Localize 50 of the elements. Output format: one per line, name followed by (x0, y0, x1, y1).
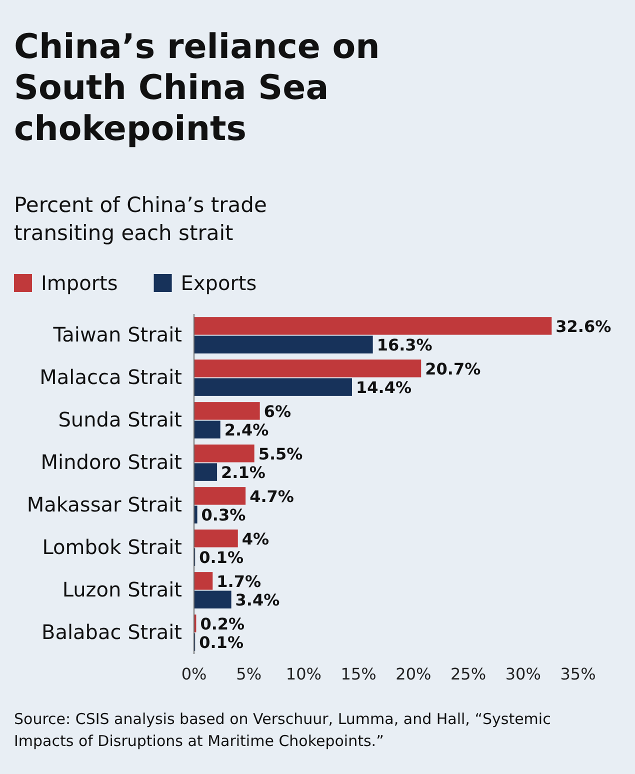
legend-label: Exports (180, 271, 257, 295)
y-tick-label: Sunda Strait (58, 408, 182, 432)
data-label: 4% (242, 529, 270, 548)
bar (194, 402, 260, 420)
data-label: 5.5% (258, 444, 303, 464)
bar (194, 487, 246, 505)
bar (194, 360, 422, 378)
bar (194, 506, 198, 524)
data-label: 32.6% (556, 316, 612, 336)
x-tick-label: 0% (181, 664, 207, 684)
data-label: 0.3% (201, 506, 246, 525)
data-label: 0.1% (199, 633, 244, 652)
chart-subtitle: Percent of China’s trade transiting each strait (14, 193, 267, 245)
chart-title: China’s reliance on South China Sea chokepoints (14, 27, 380, 149)
data-label: 3.4% (235, 590, 280, 610)
data-label: 0.1% (199, 548, 244, 568)
data-label: 6% (264, 402, 291, 421)
y-tick-label: Balabac Strait (41, 620, 182, 644)
bar (194, 590, 232, 608)
y-tick-label: Makassar Strait (26, 492, 182, 517)
data-label: 14.4% (356, 378, 412, 398)
x-tick-label: 25% (450, 664, 486, 684)
data-label: 2.1% (221, 463, 266, 482)
y-tick-label: Lombok Strait (42, 535, 182, 560)
bar (194, 336, 373, 354)
x-tick-label: 5% (236, 664, 262, 684)
source-note: Source: CSIS analysis based on Verschuur, Lumma, and Hall, “Systemic Impacts of Disruptions at Maritime Chokepoints.” (14, 710, 551, 750)
bar (194, 530, 238, 548)
data-label: 0.2% (200, 614, 245, 634)
legend-label: Imports (41, 271, 118, 295)
y-tick-label: Mindoro Strait (40, 450, 182, 474)
x-tick-label: 10% (286, 664, 322, 684)
data-label: 20.7% (425, 359, 481, 378)
y-tick-label: Malacca Strait (40, 365, 182, 390)
bar (194, 420, 220, 438)
bar (194, 378, 352, 396)
x-tick-label: 20% (396, 664, 432, 684)
data-label: 16.3% (376, 336, 432, 355)
bar (194, 444, 254, 462)
x-tick-label: 30% (505, 664, 541, 684)
bar (194, 317, 552, 335)
data-label: 2.4% (224, 420, 269, 440)
data-label: 1.7% (216, 572, 262, 591)
x-tick-label: 35% (560, 664, 596, 684)
y-tick-label: Luzon Strait (62, 578, 182, 602)
data-label: 4.7% (250, 486, 294, 506)
bar (194, 572, 213, 590)
bar (194, 463, 218, 481)
y-tick-label: Taiwan Strait (52, 322, 182, 347)
x-tick-label: 15% (340, 664, 376, 684)
